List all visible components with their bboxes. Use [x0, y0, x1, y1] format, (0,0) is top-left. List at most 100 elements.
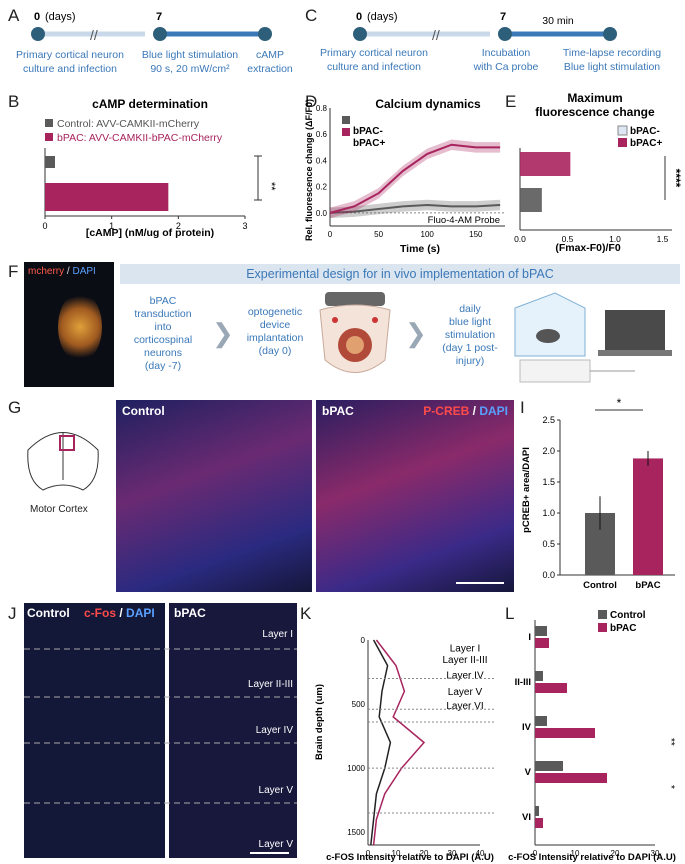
chart-k-xtick-label: 0 [366, 849, 371, 858]
chart-e-tick-label: 0.0 [514, 234, 526, 244]
chart-k-xtick-label: 30 [448, 849, 457, 858]
design-banner: Experimental design for in vivo implemen… [120, 264, 680, 284]
legend-b-control: Control: AVV-CAMKII-mCherry [57, 118, 200, 130]
chart-b-sig: ** [265, 182, 277, 191]
chart-l-bar [535, 818, 543, 828]
chart-l-bar [535, 773, 607, 783]
pcreb-label: P-CREB [423, 404, 470, 418]
chart-i-ylabel: pCREB+ area/DAPI [521, 447, 532, 533]
chart-d-ytick-label: 0.0 [316, 209, 328, 218]
chart-d-title: Calcium dynamics [375, 97, 481, 111]
stimulation-setup-illustration [514, 292, 672, 383]
chart-d-band [330, 139, 501, 219]
panel-letter-k: K [300, 604, 312, 623]
mcherry-label-sep: / [64, 266, 73, 277]
chart-l-category-label: VI [522, 812, 531, 823]
legend-d-minus: bPAC- [353, 126, 383, 137]
chart-d-note: Fluo-4-AM Probe [428, 215, 500, 226]
chart-e-tick-label: 1.5 [657, 234, 669, 244]
chart-l-category-label: V [525, 767, 532, 778]
chart-e-sig: **** [669, 169, 683, 188]
day0-a: 0 [34, 11, 40, 23]
chart-l-sig-v: * [665, 785, 676, 789]
chart-e-title2: fluorescence change [535, 105, 655, 119]
motor-cortex-roi [59, 435, 75, 451]
chart-i-sig: * [617, 396, 622, 410]
chart-e-bar [520, 188, 542, 212]
device-icon [325, 292, 385, 306]
chart-l-category-label: II-III [515, 677, 531, 688]
timeline-break: // [90, 27, 98, 43]
chart-k-xtick-label: 40 [476, 849, 485, 858]
mcherry-label: mcherry [28, 266, 65, 277]
chart-k-ytick-label: 0 [361, 636, 366, 645]
chart-i-ytick-label: 0.0 [542, 570, 555, 580]
label-a1: Primary cortical neuron [16, 49, 124, 61]
chart-k-layer-label: Layer V [448, 687, 483, 698]
design-step2: optogenetic device implantation (day 0) [236, 306, 314, 358]
chart-i-ytick-label: 2.0 [542, 446, 555, 456]
mcherry-image: mcherry / DAPI [24, 262, 114, 387]
chart-d-xlabel: Time (s) [400, 243, 440, 255]
chart-e-xlabel: (Fmax-F0)/F0 [555, 242, 621, 254]
cfos-layer-label: Layer V [258, 839, 293, 850]
chart-d-xtick-label: 150 [469, 230, 483, 239]
chart-i-bar [633, 458, 663, 575]
chart-k-layer-label: Layer I [450, 644, 481, 655]
chart-b-title: cAMP determination [92, 97, 208, 111]
mcherry-expression-blob [58, 292, 102, 362]
chart-k-xtick-label: 20 [420, 849, 429, 858]
chart-l-tick-label: 30 [651, 849, 660, 858]
chart-e-plot: 0.0 0.5 1.0 1.5 [514, 148, 672, 244]
chart-k-layer-label: Layer IV [446, 670, 484, 681]
cfos-bpac-image: bPAC Layer I Layer II-III Layer IV Layer… [169, 603, 297, 858]
chart-b-tick-label: 3 [242, 221, 247, 231]
chart-d-ytick-label: 0.8 [316, 104, 328, 113]
implant-right-icon [372, 317, 378, 323]
mouse-surgery-illustration [319, 292, 391, 373]
chart-b-xlabel: [cAMP] (nM/ug of protein) [86, 227, 214, 239]
day7-c: 7 [500, 11, 506, 23]
mouse-icon [536, 329, 560, 343]
chart-d-ytick-label: 0.4 [316, 156, 328, 165]
step2-line: device [259, 319, 291, 331]
chart-l-tick-label: 20 [611, 849, 620, 858]
timepoint-c1 [353, 27, 367, 41]
chart-l-category-label: IV [522, 722, 532, 733]
chart-l: I II-III IV V VI 0 10 20 30 Control bPAC c-FOS I… [508, 610, 676, 863]
panel-letter-j: J [8, 604, 17, 623]
chart-l-tick-label: 0 [533, 849, 538, 858]
label-a2: Blue light stimulation [142, 49, 238, 61]
chart-d-ylabel: Rel. fluorescence change (ΔF/F0) [304, 99, 314, 241]
chart-l-xlabel: c-FOS Intensity relative to DAPI (A.U) [508, 852, 676, 863]
chart-i-ytick-label: 0.5 [542, 539, 555, 549]
step1-line: corticospinal [133, 334, 193, 346]
legend-b-control-swatch [45, 119, 53, 127]
timepoint-a2 [153, 27, 167, 41]
duration-c: 30 min [542, 15, 574, 27]
chart-i-category-label: bPAC [635, 580, 660, 591]
chart-l-bar [535, 728, 595, 738]
timepoint-c2 [498, 27, 512, 41]
panel-letter-l: L [505, 604, 515, 623]
chart-b-tick-label: 2 [176, 221, 181, 231]
chart-l-sig-iv: ** [665, 738, 676, 746]
pcreb-bpac-image: bPAC P-CREB / DAPI [316, 400, 514, 592]
cage-icon [514, 292, 586, 357]
day0-c: 0 [356, 11, 362, 23]
label-c2: Incubation [482, 47, 531, 59]
days-c: (days) [367, 11, 398, 23]
label-c3: Time-lapse recording [563, 47, 661, 59]
chart-l-plot: I II-III IV V VI 0 10 20 30 [515, 620, 660, 858]
timepoint-a1 [31, 27, 45, 41]
timeline-c: // 0 (days) 7 30 min Primary cortical ne… [320, 11, 661, 73]
step3-line: (day 1 post-injury) [442, 342, 498, 367]
chart-l-bar [535, 638, 549, 648]
legend-e-plus-swatch [618, 138, 627, 147]
mcherry-image-label: mcherry / DAPI [28, 266, 96, 277]
chart-b: cAMP determination Control: AVV-CAMKII-m… [42, 97, 277, 239]
label-c1: Primary cortical neuron [320, 47, 428, 59]
chart-d-xtick-label: 0 [328, 230, 333, 239]
chart-b-plot: 0 1 2 3 [42, 148, 248, 231]
legend-l-control: Control [610, 610, 646, 621]
